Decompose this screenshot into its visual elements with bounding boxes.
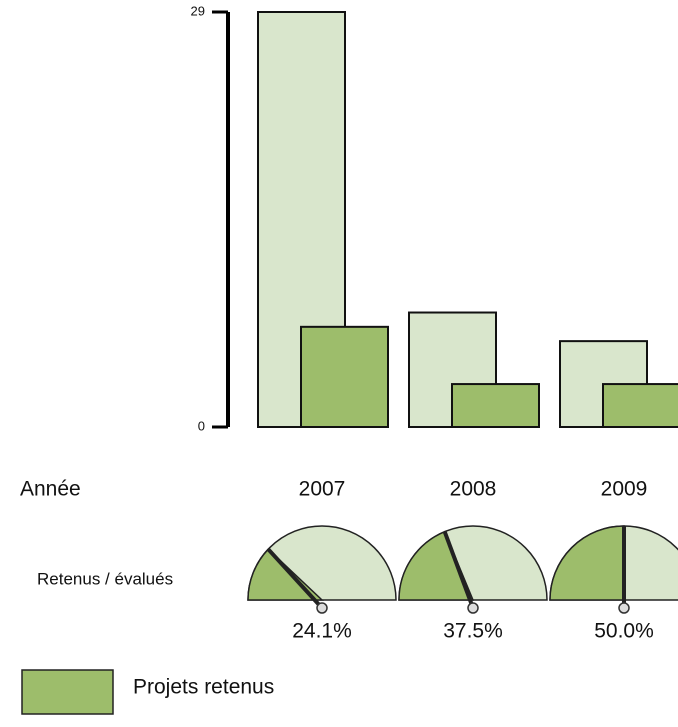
bar [602,383,678,429]
gauge-row-label: Retenus / évalués [37,569,173,588]
x-tick-label: 2007 [299,478,346,501]
gauge-value-label: 37.5% [443,620,503,643]
gauge-needle [266,547,324,610]
gauge-pivot [618,602,630,614]
gauge-value-label: 50.0% [594,620,654,643]
gauge-needle [442,530,475,609]
category-axis-label: Année [20,478,81,501]
gauge-pivot [467,602,479,614]
x-tick-label: 2008 [450,478,497,501]
bar [451,383,540,429]
gauge-pivot [316,602,328,614]
gauge-fill [398,530,475,601]
bar [300,325,389,428]
gauge-value-label: 24.1% [292,620,352,643]
y-tick-label: 0 [198,418,205,433]
legend-swatch [21,669,114,715]
y-tick-label: 29 [191,3,205,18]
x-tick-label: 2009 [601,478,648,501]
gauge-fill [549,525,625,601]
legend-label: Projets retenus [133,676,274,699]
